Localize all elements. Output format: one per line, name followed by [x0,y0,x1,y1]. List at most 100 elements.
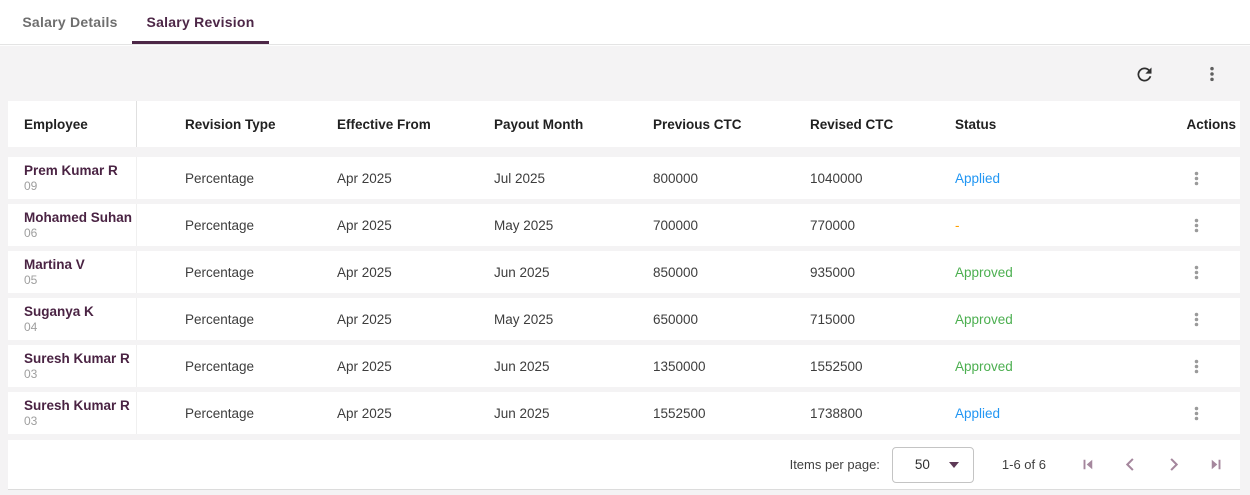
revision-type-cell: Percentage [185,311,255,327]
toolbar-menu-button[interactable] [1192,54,1232,94]
actions-cell [1150,251,1240,293]
employee-id: 06 [24,226,38,240]
status-cell: Approved [939,251,1150,293]
revision-type-cell: Percentage [185,358,255,374]
column-header-revision-type: Revision Type [185,116,276,132]
status-cell: Approved [939,298,1150,340]
column-header-effective-from: Effective From [337,116,431,132]
revision-type-cell: Percentage [185,264,255,280]
employee-id: 03 [24,367,38,381]
tab-salary-details[interactable]: Salary Details [8,0,132,44]
employee-id: 04 [24,320,38,334]
kebab-menu-icon [1188,311,1205,328]
kebab-menu-icon [1202,64,1222,84]
revised-ctc-cell: 715000 [810,311,856,327]
row-actions-menu-button[interactable] [1181,398,1211,428]
employee-name-link[interactable]: Martina V [24,257,85,272]
chevron-down-icon [948,461,959,468]
tab-label: Salary Revision [146,14,255,30]
actions-cell [1150,392,1240,434]
employee-cell: Mohamed Suhan 06 [8,204,137,246]
payout-month-cell: May 2025 [494,311,554,327]
column-header-previous-ctc: Previous CTC [653,116,742,132]
next-page-button[interactable] [1152,445,1195,485]
column-header-actions: Actions [1186,116,1236,132]
column-header-employee: Employee [8,101,137,147]
status-badge: Applied [955,170,1001,186]
tab-salary-revision[interactable]: Salary Revision [132,0,269,44]
table-row: Martina V 05 Percentage Apr 2025 Jun 202… [8,251,1240,293]
table-row: Suresh Kumar R 03 Percentage Apr 2025 Ju… [8,392,1240,434]
table-paginator: Items per page: 50 1-6 of 6 [8,440,1240,490]
previous-ctc-cell: 800000 [653,170,699,186]
refresh-icon [1134,64,1155,85]
previous-ctc-cell: 850000 [653,264,699,280]
employee-id: 03 [24,414,38,428]
table-body: Prem Kumar R 09 Percentage Apr 2025 Jul … [8,157,1240,439]
actions-cell [1150,204,1240,246]
status-badge: Approved [955,311,1013,327]
status-cell: Applied [939,157,1150,199]
revised-ctc-cell: 770000 [810,217,856,233]
employee-cell: Suganya K 04 [8,298,137,340]
payout-month-cell: Jul 2025 [494,170,546,186]
employee-cell: Martina V 05 [8,251,137,293]
table-row: Suganya K 04 Percentage Apr 2025 May 202… [8,298,1240,340]
payout-month-cell: Jun 2025 [494,264,550,280]
paginator-nav [1066,445,1238,485]
employee-name-link[interactable]: Suganya K [24,304,94,319]
tab-bar: Salary Details Salary Revision [0,0,1250,45]
previous-ctc-cell: 1350000 [653,358,706,374]
status-cell: - [939,204,1150,246]
effective-from-cell: Apr 2025 [337,311,392,327]
payout-month-cell: Jun 2025 [494,405,550,421]
revision-type-cell: Percentage [185,170,255,186]
column-header-payout-month: Payout Month [494,116,584,132]
previous-ctc-cell: 700000 [653,217,699,233]
row-actions-menu-button[interactable] [1181,210,1211,240]
employee-name-link[interactable]: Suresh Kumar R [24,351,130,366]
revised-ctc-cell: 1552500 [810,358,863,374]
kebab-menu-icon [1188,217,1205,234]
kebab-menu-icon [1188,264,1205,281]
previous-page-button[interactable] [1109,445,1152,485]
previous-ctc-cell: 650000 [653,311,699,327]
actions-cell [1150,157,1240,199]
last-page-icon [1207,455,1226,474]
status-badge: - [955,217,960,233]
employee-name-link[interactable]: Mohamed Suhan [24,210,133,225]
effective-from-cell: Apr 2025 [337,264,392,280]
content-area: Employee Revision Type Effective From Pa… [0,46,1250,495]
row-actions-menu-button[interactable] [1181,304,1211,334]
revised-ctc-cell: 935000 [810,264,856,280]
status-badge: Approved [955,358,1013,374]
first-page-button[interactable] [1066,445,1109,485]
table-row: Mohamed Suhan 06 Percentage Apr 2025 May… [8,204,1240,246]
row-actions-menu-button[interactable] [1181,163,1211,193]
revised-ctc-cell: 1738800 [810,405,863,421]
employee-id: 09 [24,179,38,193]
last-page-button[interactable] [1195,445,1238,485]
column-header-revised-ctc: Revised CTC [810,116,894,132]
actions-cell [1150,345,1240,387]
items-per-page-select[interactable]: 50 [891,446,974,483]
effective-from-cell: Apr 2025 [337,170,392,186]
effective-from-cell: Apr 2025 [337,358,392,374]
previous-page-icon [1121,455,1140,474]
row-actions-menu-button[interactable] [1181,257,1211,287]
revised-ctc-cell: 1040000 [810,170,863,186]
payout-month-cell: Jun 2025 [494,358,550,374]
status-cell: Approved [939,345,1150,387]
table-toolbar [1124,54,1232,94]
next-page-icon [1164,455,1183,474]
row-actions-menu-button[interactable] [1181,351,1211,381]
employee-cell: Suresh Kumar R 03 [8,392,137,434]
refresh-button[interactable] [1124,54,1164,94]
kebab-menu-icon [1188,358,1205,375]
employee-name-link[interactable]: Prem Kumar R [24,163,118,178]
payout-month-cell: May 2025 [494,217,554,233]
page-range-label: 1-6 of 6 [1001,457,1046,472]
employee-name-link[interactable]: Suresh Kumar R [24,398,130,413]
revision-type-cell: Percentage [185,405,255,421]
